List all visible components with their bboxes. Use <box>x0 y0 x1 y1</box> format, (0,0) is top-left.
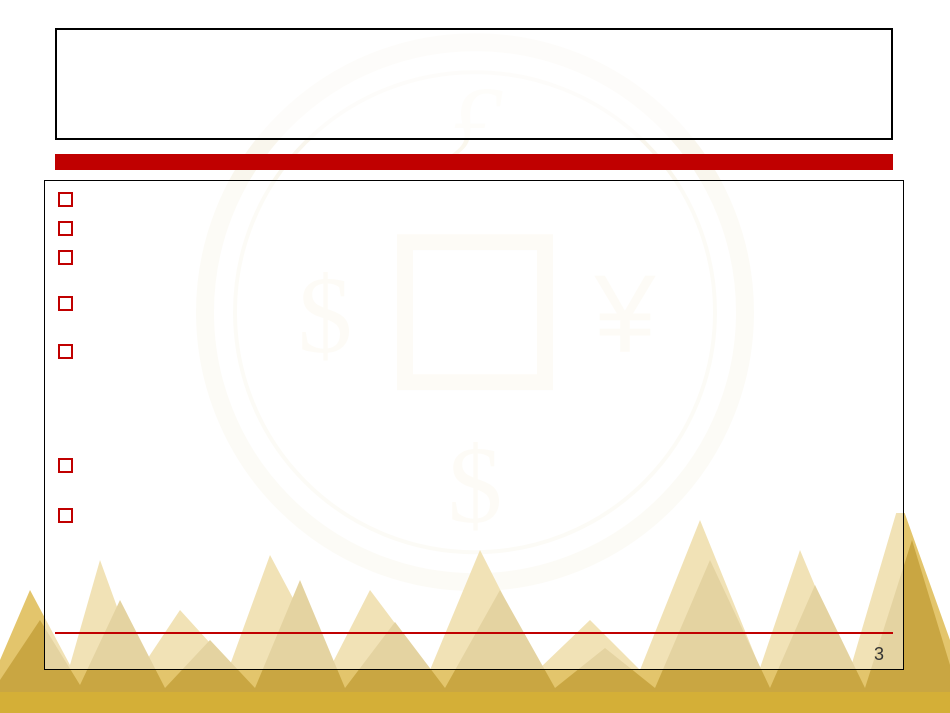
bullet-marker <box>58 458 73 473</box>
footer-divider <box>55 632 893 634</box>
bullet-marker <box>58 192 73 207</box>
bullet-marker <box>58 296 73 311</box>
page-number: 3 <box>874 644 884 665</box>
bullet-marker <box>58 221 73 236</box>
bullet-marker <box>58 344 73 359</box>
bullet-marker <box>58 250 73 265</box>
title-box <box>55 28 893 140</box>
bullet-marker <box>58 508 73 523</box>
content-box <box>44 180 904 670</box>
mountain-base <box>0 692 950 713</box>
accent-bar <box>55 154 893 170</box>
